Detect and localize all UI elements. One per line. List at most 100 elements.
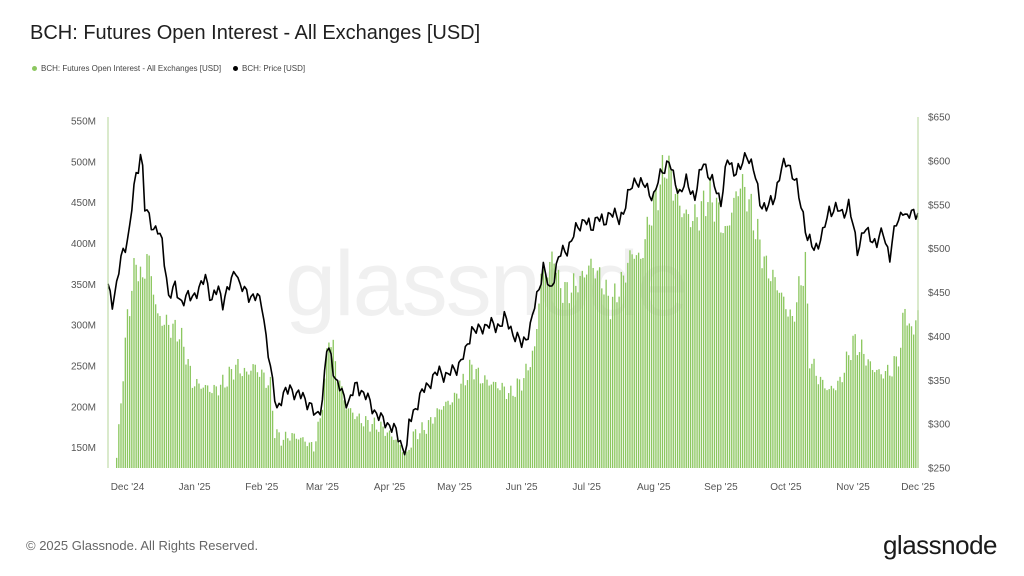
right-tick-label: $600	[928, 156, 951, 167]
oi-bar	[765, 255, 768, 468]
oi-bar	[300, 437, 302, 468]
oi-bar	[529, 367, 531, 468]
legend-label-price: BCH: Price [USD]	[242, 64, 306, 73]
oi-bar	[839, 376, 841, 468]
oi-bar	[533, 346, 536, 468]
oi-bar	[572, 273, 575, 468]
oi-bar	[601, 288, 603, 468]
oi-bar	[510, 385, 512, 468]
oi-bar	[514, 396, 516, 468]
oi-bar	[133, 258, 135, 468]
oi-bar	[254, 364, 256, 468]
oi-bar	[787, 316, 789, 468]
oi-bar	[464, 385, 467, 468]
left-tick-label: 250M	[71, 361, 96, 372]
oi-bar	[499, 390, 501, 468]
oi-bar	[650, 225, 653, 468]
oi-bar	[915, 320, 917, 468]
oi-bar	[326, 348, 328, 468]
oi-bar	[832, 388, 835, 468]
oi-bar	[655, 187, 657, 468]
oi-bar	[399, 445, 402, 468]
oi-bar	[115, 457, 118, 468]
x-tick-label: May '25	[437, 482, 472, 493]
oi-bar	[380, 421, 382, 468]
oi-bar	[271, 410, 274, 468]
oi-bar	[739, 188, 742, 468]
oi-bar	[191, 387, 194, 468]
oi-bar	[577, 292, 579, 468]
oi-bar	[813, 358, 815, 468]
oi-bar	[321, 409, 324, 468]
oi-bar	[412, 431, 415, 468]
oi-bar	[497, 388, 499, 468]
oi-bar	[354, 419, 356, 468]
oi-bar	[291, 433, 293, 468]
oi-bar	[555, 272, 557, 468]
right-tick-label: $300	[928, 420, 951, 431]
oi-bar	[744, 186, 746, 468]
open-interest-bars	[115, 154, 919, 469]
oi-bar	[546, 277, 549, 468]
oi-bar	[856, 355, 859, 468]
oi-bar	[170, 337, 172, 468]
legend-label-open-interest: BCH: Futures Open Interest - All Exchang…	[41, 64, 222, 73]
oi-bar	[683, 213, 685, 468]
oi-bar	[443, 406, 445, 468]
oi-bar	[631, 254, 633, 468]
oi-bar	[635, 255, 638, 468]
oi-bar	[120, 403, 122, 468]
oi-bar	[124, 337, 126, 468]
oi-bar	[767, 278, 770, 468]
oi-bar	[724, 226, 726, 468]
oi-bar	[336, 381, 339, 468]
oi-bar	[624, 282, 627, 468]
oi-bar	[882, 378, 885, 468]
oi-bar	[900, 347, 902, 468]
x-tick-label: Mar '25	[306, 482, 339, 493]
oi-bar	[484, 375, 486, 468]
oi-bar	[438, 409, 441, 468]
legend-item-open-interest[interactable]: BCH: Futures Open Interest - All Exchang…	[32, 64, 221, 73]
oi-bar	[809, 368, 811, 468]
oi-bar	[395, 439, 397, 468]
legend-item-price[interactable]: BCH: Price [USD]	[233, 64, 305, 73]
oi-bar	[642, 257, 644, 468]
oi-bar	[265, 387, 267, 468]
oi-bar	[605, 279, 607, 468]
oi-bar	[297, 439, 300, 468]
oi-bar	[863, 353, 865, 468]
oi-bar	[477, 367, 480, 468]
glassnode-logo[interactable]: glassnode	[882, 530, 998, 560]
oi-bar	[417, 439, 419, 468]
oi-bar	[482, 383, 484, 468]
oi-bar	[323, 378, 326, 468]
oi-bar	[884, 371, 887, 468]
oi-bar	[187, 359, 189, 468]
oi-bar	[657, 210, 659, 469]
oi-bar	[239, 373, 241, 468]
oi-bar	[910, 326, 913, 468]
oi-bar	[330, 347, 332, 468]
oi-bar	[611, 296, 614, 468]
oi-bar	[447, 400, 449, 468]
oi-bar	[674, 193, 677, 468]
oi-bar	[837, 380, 839, 468]
oi-bar	[869, 361, 872, 468]
oi-bar	[772, 269, 774, 468]
oi-bar	[891, 376, 893, 468]
oi-bar	[384, 435, 386, 468]
oi-bar	[663, 177, 666, 469]
oi-bar	[754, 239, 757, 468]
oi-bar	[371, 424, 373, 468]
oi-bar	[334, 361, 337, 468]
right-tick-label: $400	[928, 332, 951, 343]
oi-bar	[598, 267, 601, 468]
left-tick-label: 200M	[71, 402, 96, 413]
oi-bar	[172, 323, 174, 468]
left-tick-label: 450M	[71, 198, 96, 209]
oi-bar	[408, 449, 410, 468]
right-tick-label: $350	[928, 376, 951, 387]
oi-bar	[614, 283, 616, 468]
